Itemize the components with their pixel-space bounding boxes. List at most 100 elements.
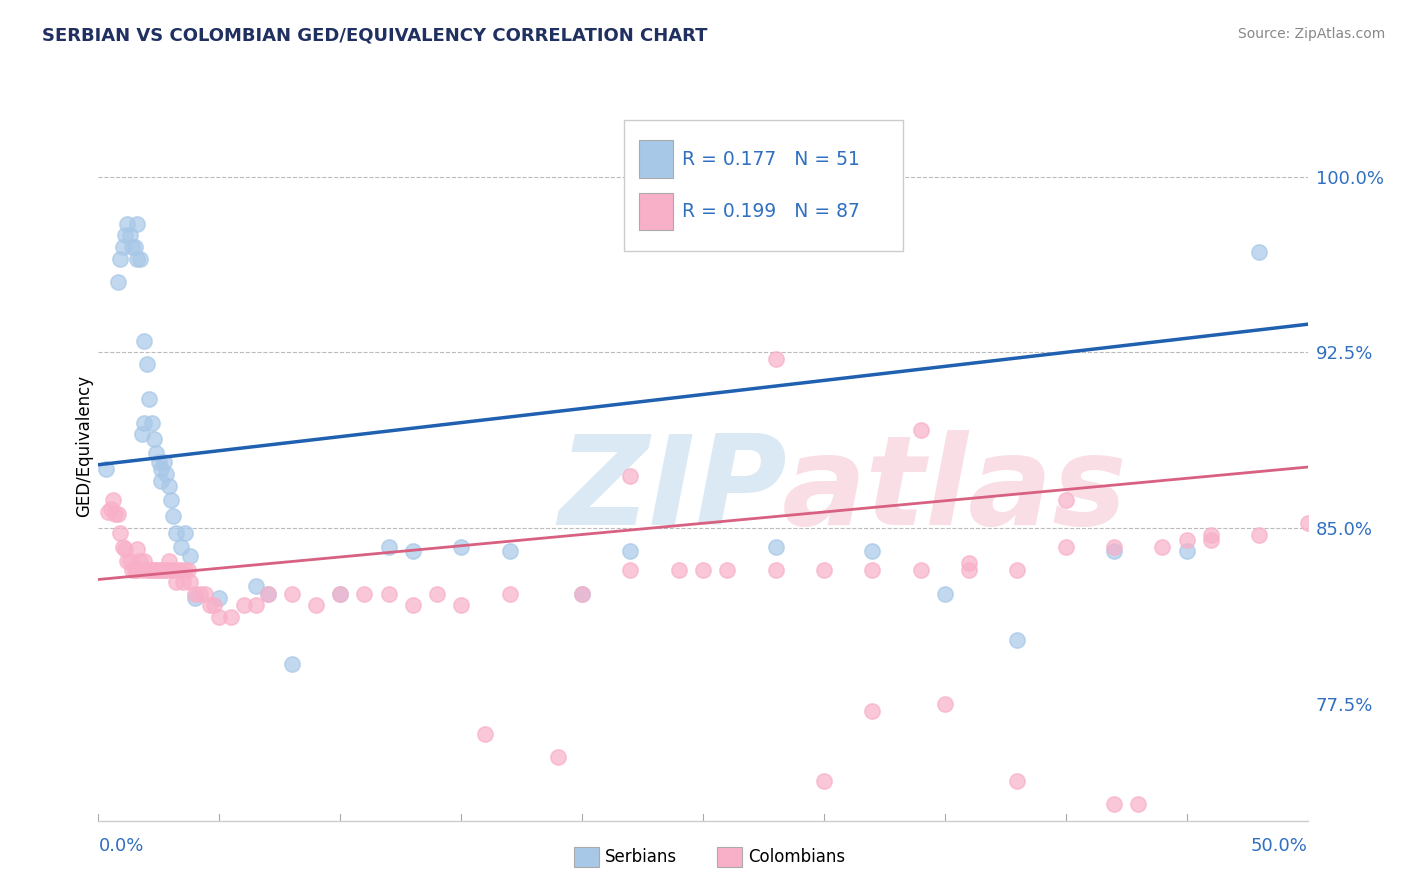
Text: R = 0.199   N = 87: R = 0.199 N = 87 [682,202,860,221]
Point [194,586,217,600]
Point [957,556,980,570]
Bar [638,193,673,230]
Point [245,580,267,594]
Point [117,554,139,568]
Point [571,586,593,600]
Point [668,563,690,577]
Point [860,544,883,558]
Point [571,586,593,600]
Point [107,275,129,289]
Point [172,574,194,589]
Text: Colombians: Colombians [748,848,845,866]
Point [108,252,131,266]
Point [135,563,157,577]
Bar [638,140,673,178]
Point [141,563,163,577]
Point [121,563,143,577]
Point [188,586,211,600]
Point [117,217,139,231]
Point [184,591,207,606]
Y-axis label: GED/Equivalency: GED/Equivalency [76,375,94,517]
Point [97,505,120,519]
Point [174,525,197,540]
Point [1007,563,1029,577]
Point [377,540,399,554]
Point [179,549,201,563]
Point [474,727,496,741]
Point [138,392,160,407]
Point [134,416,156,430]
Point [860,563,883,577]
Point [114,542,136,557]
Point [765,540,787,554]
Point [143,563,166,577]
Point [141,416,163,430]
Point [1152,540,1174,554]
Point [138,563,160,577]
Point [1007,773,1029,788]
Point [150,474,173,488]
Point [155,467,177,482]
Point [619,544,641,558]
Point [145,563,167,577]
Point [157,554,180,568]
Point [157,479,180,493]
Point [127,217,149,231]
Point [402,544,425,558]
Point [208,610,231,624]
Point [128,252,150,266]
Point [184,586,207,600]
Point [256,586,278,600]
Point [150,462,173,476]
Point [1128,797,1150,812]
Point [198,599,221,613]
Point [1102,544,1125,558]
Text: 0.0%: 0.0% [98,837,143,855]
Point [127,252,149,266]
Point [232,599,254,613]
Point [329,586,352,600]
Point [150,563,173,577]
Point [813,563,835,577]
Point [127,542,149,557]
Point [619,469,641,483]
Point [124,563,146,577]
Text: Serbians: Serbians [605,848,676,866]
Point [121,240,143,254]
Point [619,563,641,577]
Text: ZIP: ZIP [558,431,786,551]
Text: SERBIAN VS COLOMBIAN GED/EQUIVALENCY CORRELATION CHART: SERBIAN VS COLOMBIAN GED/EQUIVALENCY COR… [42,27,707,45]
Point [152,563,174,577]
Point [165,574,187,589]
Point [1249,244,1271,259]
Point [94,462,117,476]
Point [128,554,150,568]
Point [162,509,184,524]
Point [245,599,267,613]
Point [165,525,187,540]
Point [329,586,352,600]
Point [377,586,399,600]
Point [934,697,956,711]
Point [145,446,167,460]
Point [100,502,122,516]
Point [957,563,980,577]
Point [426,586,449,600]
Point [208,591,231,606]
Point [692,563,714,577]
Point [860,704,883,718]
Point [134,334,156,348]
Text: atlas: atlas [782,431,1128,551]
Point [765,352,787,367]
Point [179,574,201,589]
Point [547,750,569,764]
Point [256,586,278,600]
Point [148,455,170,469]
Point [127,563,149,577]
Bar [624,120,903,252]
Point [152,455,174,469]
Point [111,240,134,254]
Point [1102,540,1125,554]
Point [134,554,156,568]
Point [281,586,304,600]
